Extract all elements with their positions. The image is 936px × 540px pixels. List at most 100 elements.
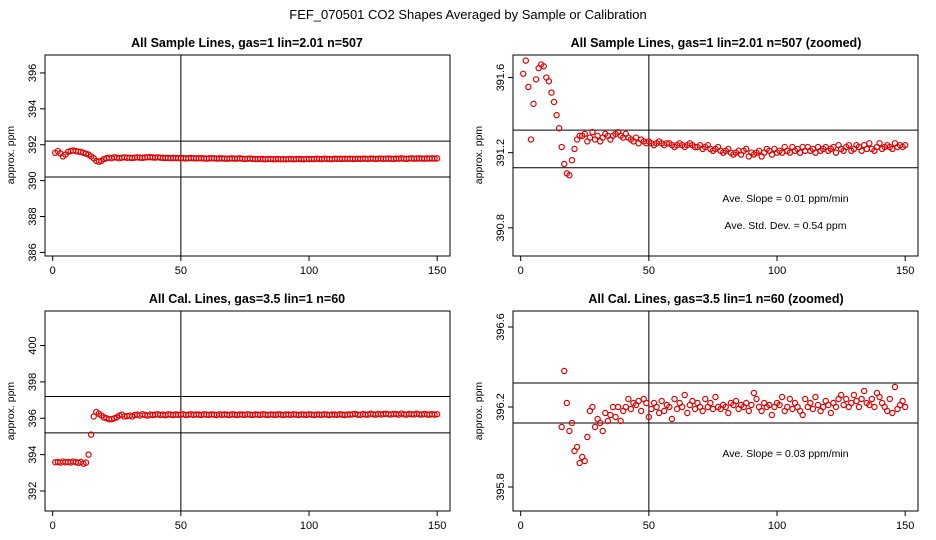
data-point [748, 401, 755, 409]
figure-title: FEF_070501 CO2 Shapes Averaged by Sample… [289, 7, 646, 22]
y-axis-label: approx. ppm [5, 126, 17, 185]
data-point [758, 407, 765, 415]
y-axis-label: approx. ppm [473, 382, 485, 441]
data-point [617, 417, 624, 425]
data-point [786, 395, 794, 403]
data-point [522, 57, 530, 64]
y-tick-label: 386 [27, 243, 39, 261]
y-tick-label: 395.8 [495, 473, 507, 501]
data-point [750, 389, 758, 397]
x-tick-label: 100 [768, 265, 786, 277]
data-point [832, 149, 840, 156]
data-point [691, 405, 699, 413]
data-point [814, 401, 822, 409]
data-point [561, 367, 568, 375]
y-tick-label: 396 [27, 64, 39, 82]
data-point [566, 427, 573, 435]
data-point [571, 145, 578, 153]
data-point [591, 423, 599, 431]
data-point [799, 411, 806, 419]
data-point [602, 409, 609, 417]
data-point [627, 405, 635, 413]
data-point [901, 403, 909, 411]
panel-title: All Sample Lines, gas=1 lin=2.01 n=507 [131, 36, 363, 50]
data-point [784, 403, 791, 411]
data-point [866, 140, 873, 147]
data-point [684, 409, 691, 417]
data-point [604, 417, 612, 425]
data-point [819, 403, 827, 411]
data-point [431, 155, 438, 162]
y-tick-label: 391.2 [495, 139, 507, 167]
data-point [843, 395, 850, 403]
data-point [589, 128, 596, 136]
data-point [568, 419, 576, 427]
data-point [653, 403, 660, 411]
panel-title: All Cal. Lines, gas=3.5 lin=1 n=60 (zoom… [588, 292, 843, 306]
y-tick-label: 394 [27, 100, 39, 118]
data-point [807, 399, 814, 407]
data-point [530, 100, 537, 108]
panel-title: All Sample Lines, gas=1 lin=2.01 n=507 (… [571, 36, 862, 50]
data-point [584, 433, 591, 441]
data-point [433, 411, 441, 418]
y-tick-label: 388 [27, 207, 39, 225]
data-point [581, 457, 588, 465]
data-point [860, 387, 868, 395]
y-tick-label: 390.8 [495, 214, 507, 242]
data-point [550, 98, 558, 106]
data-point [561, 160, 568, 168]
x-tick-label: 0 [518, 520, 524, 532]
data-point [635, 397, 642, 405]
data-point [853, 397, 860, 405]
data-point [743, 145, 750, 153]
y-tick-label: 398 [27, 373, 39, 391]
data-point [891, 383, 899, 391]
data-point [876, 140, 883, 147]
data-point [566, 172, 573, 179]
y-tick-label: 391.6 [495, 64, 507, 92]
data-point [776, 401, 783, 409]
data-point [725, 409, 732, 417]
data-point [678, 403, 686, 411]
data-point [532, 76, 540, 83]
data-point [689, 397, 696, 405]
data-point [681, 391, 688, 399]
data-point [789, 405, 796, 413]
data-point [732, 397, 740, 405]
plot-frame [44, 310, 451, 512]
data-point [661, 407, 668, 415]
data-point [643, 399, 650, 407]
data-point [527, 136, 535, 143]
x-tick-label: 50 [175, 520, 187, 532]
x-tick-label: 50 [643, 520, 655, 532]
x-tick-label: 100 [768, 520, 786, 532]
data-point [837, 391, 845, 399]
data-point [858, 395, 865, 403]
data-point [673, 405, 681, 413]
x-tick-label: 100 [300, 520, 318, 532]
data-point [558, 143, 565, 151]
panel-sample-lines: All Sample Lines, gas=1 lin=2.01 n=507 a… [5, 36, 451, 277]
panel-sample-lines-zoomed: All Sample Lines, gas=1 lin=2.01 n=507 (… [473, 36, 919, 277]
data-point [581, 130, 588, 138]
x-tick-label: 150 [896, 520, 914, 532]
panel-cal-lines: All Cal. Lines, gas=3.5 lin=1 n=60 appro… [5, 292, 451, 532]
data-point [568, 156, 576, 164]
x-tick-label: 0 [518, 265, 524, 277]
data-point [658, 397, 665, 405]
data-point [743, 399, 750, 407]
data-point [612, 413, 619, 421]
data-point [753, 395, 760, 403]
data-point [599, 427, 606, 435]
data-point [871, 403, 878, 411]
plot-frame [44, 54, 451, 257]
y-axis-label: approx. ppm [5, 382, 17, 441]
x-tick-label: 150 [428, 520, 446, 532]
data-point [668, 415, 676, 423]
y-tick-label: 396.6 [495, 313, 507, 341]
data-point [548, 89, 555, 96]
data-point [545, 78, 553, 85]
y-tick-label: 396 [27, 409, 39, 427]
